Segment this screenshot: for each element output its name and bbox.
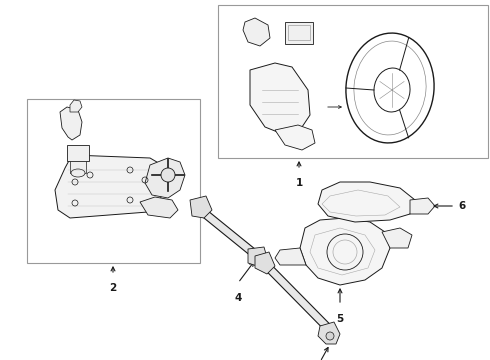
Polygon shape bbox=[410, 198, 435, 214]
Polygon shape bbox=[255, 252, 275, 274]
Polygon shape bbox=[145, 158, 185, 198]
Polygon shape bbox=[190, 196, 212, 218]
Polygon shape bbox=[300, 218, 390, 285]
Ellipse shape bbox=[71, 169, 85, 177]
Circle shape bbox=[326, 332, 334, 340]
Polygon shape bbox=[318, 322, 340, 344]
Polygon shape bbox=[275, 248, 306, 265]
Bar bbox=[285, 22, 313, 44]
Polygon shape bbox=[140, 197, 178, 218]
Polygon shape bbox=[70, 100, 82, 112]
Bar bbox=[67, 145, 89, 161]
Text: 2: 2 bbox=[109, 283, 117, 293]
Polygon shape bbox=[260, 259, 333, 333]
Polygon shape bbox=[382, 228, 412, 248]
Polygon shape bbox=[196, 205, 259, 258]
Polygon shape bbox=[248, 247, 268, 267]
Polygon shape bbox=[60, 107, 82, 140]
Text: 6: 6 bbox=[458, 201, 465, 211]
Text: 5: 5 bbox=[336, 314, 343, 324]
Text: 4: 4 bbox=[234, 293, 242, 303]
Circle shape bbox=[161, 168, 175, 182]
Polygon shape bbox=[275, 125, 315, 150]
Bar bbox=[27, 99, 200, 263]
Bar bbox=[70, 161, 86, 173]
Polygon shape bbox=[250, 63, 310, 135]
Bar bbox=[288, 25, 310, 40]
Text: 1: 1 bbox=[295, 178, 303, 188]
Polygon shape bbox=[318, 182, 415, 222]
Bar bbox=[218, 5, 488, 158]
Polygon shape bbox=[55, 155, 165, 218]
Polygon shape bbox=[243, 18, 270, 46]
